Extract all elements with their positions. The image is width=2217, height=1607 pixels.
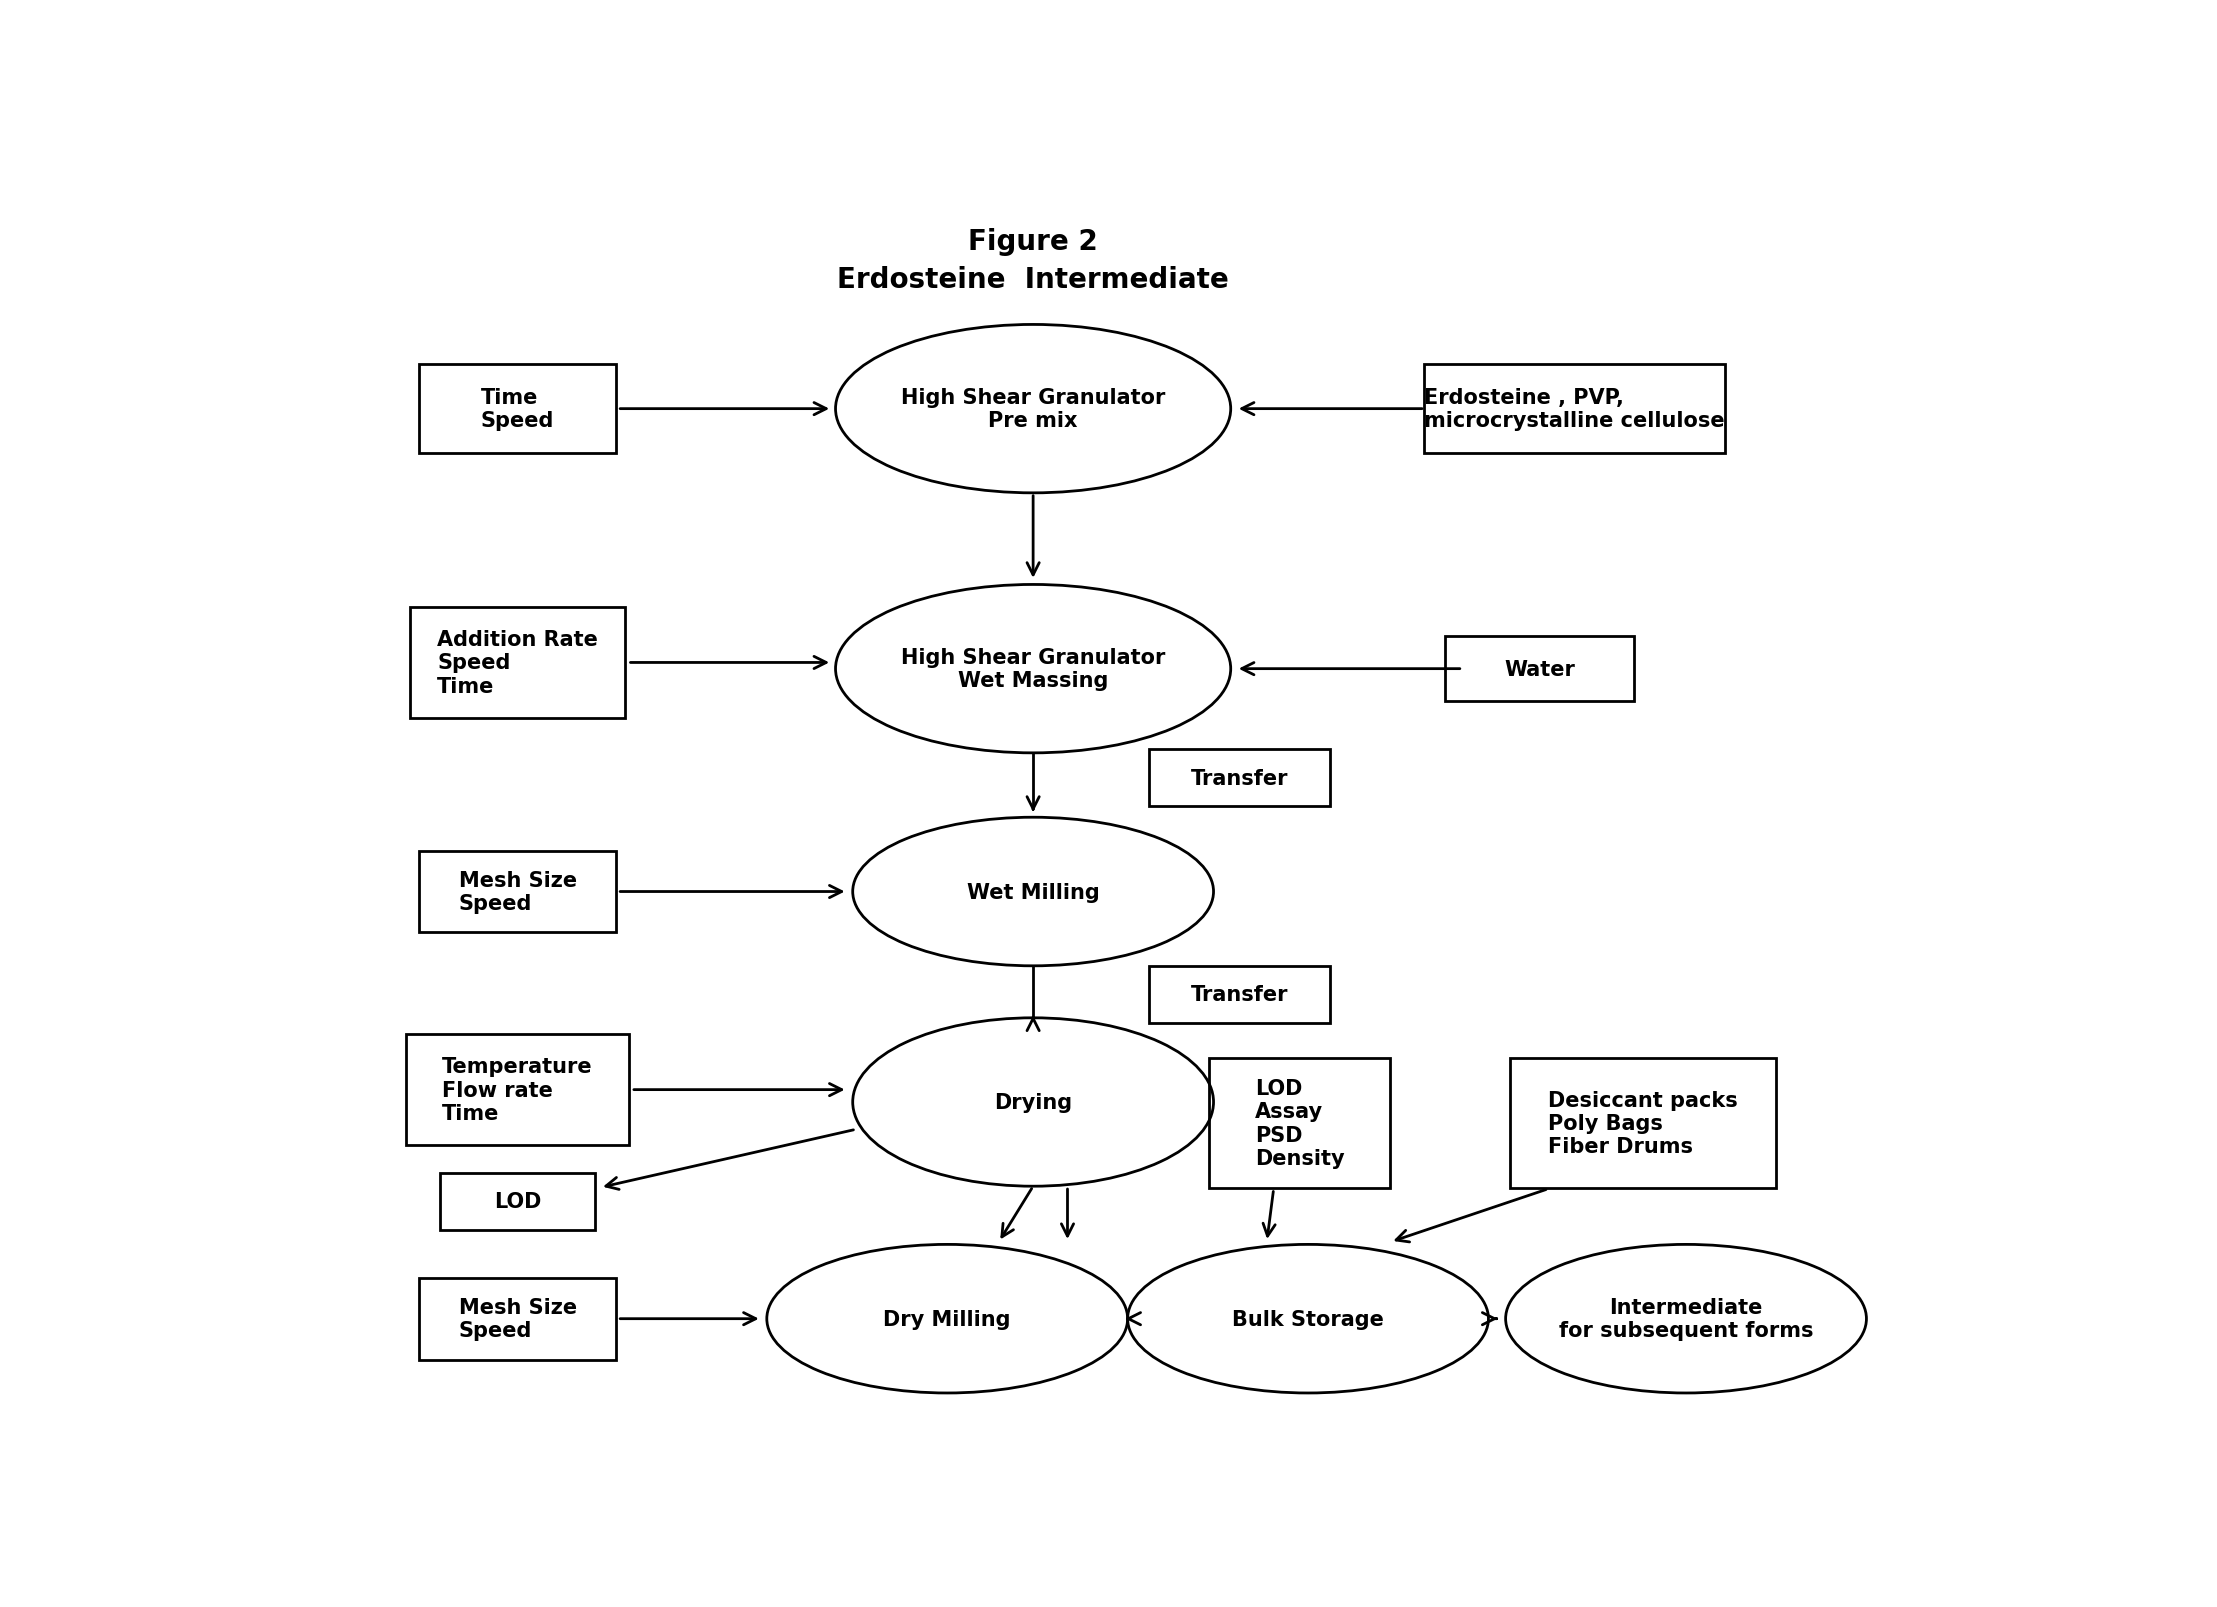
Text: Figure 2: Figure 2 <box>969 228 1097 257</box>
Text: Bulk Storage: Bulk Storage <box>1233 1308 1383 1329</box>
Text: LOD
Assay
PSD
Density: LOD Assay PSD Density <box>1255 1078 1344 1168</box>
Text: Erdosteine  Intermediate: Erdosteine Intermediate <box>838 265 1228 294</box>
Text: Addition Rate
Speed
Time: Addition Rate Speed Time <box>437 630 599 696</box>
Text: Transfer: Transfer <box>1191 985 1288 1004</box>
Text: Temperature
Flow rate
Time: Temperature Flow rate Time <box>443 1057 592 1123</box>
Text: LOD: LOD <box>494 1191 541 1212</box>
Text: Transfer: Transfer <box>1191 768 1288 787</box>
Text: Mesh Size
Speed: Mesh Size Speed <box>459 871 576 913</box>
Text: Desiccant packs
Poly Bags
Fiber Drums: Desiccant packs Poly Bags Fiber Drums <box>1547 1090 1738 1157</box>
Text: Dry Milling: Dry Milling <box>882 1308 1011 1329</box>
Text: High Shear Granulator
Pre mix: High Shear Granulator Pre mix <box>900 387 1166 431</box>
Text: Time
Speed: Time Speed <box>481 387 554 431</box>
Text: High Shear Granulator
Wet Massing: High Shear Granulator Wet Massing <box>900 648 1166 691</box>
Text: Mesh Size
Speed: Mesh Size Speed <box>459 1297 576 1340</box>
Text: Wet Milling: Wet Milling <box>967 882 1100 902</box>
Text: Intermediate
for subsequent forms: Intermediate for subsequent forms <box>1559 1297 1814 1340</box>
Text: Drying: Drying <box>993 1093 1073 1112</box>
Text: Water: Water <box>1505 659 1576 680</box>
Text: Erdosteine , PVP,
microcrystalline cellulose: Erdosteine , PVP, microcrystalline cellu… <box>1423 387 1725 431</box>
